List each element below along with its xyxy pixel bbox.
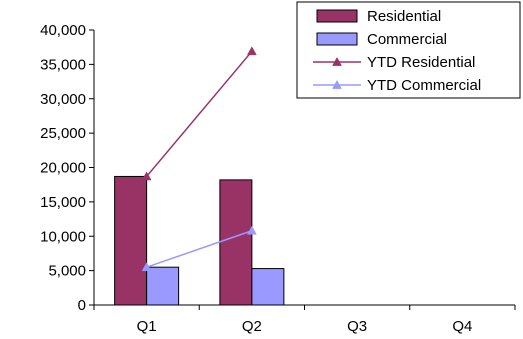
y-tick-label: 15,000 xyxy=(40,194,86,211)
line-ytd-residential xyxy=(146,50,253,177)
x-tick-label: Q3 xyxy=(347,318,367,335)
legend-label-ytd-commercial: YTD Commercial xyxy=(367,77,481,94)
legend-label-residential: Residential xyxy=(367,8,441,25)
y-tick-label: 40,000 xyxy=(40,22,86,39)
line-ytd-commercial xyxy=(146,230,253,268)
x-tick-label: Q4 xyxy=(452,318,472,335)
x-tick-label: Q2 xyxy=(242,318,262,335)
bar-commercial xyxy=(146,266,180,306)
legend-swatch-commercial xyxy=(316,32,358,46)
y-tick-label: 10,000 xyxy=(40,228,86,245)
legend-label-ytd-residential: YTD Residential xyxy=(367,54,475,71)
marker-ytd-commercial xyxy=(141,262,152,272)
y-tick-label: 20,000 xyxy=(40,160,86,177)
legend-marker-ytd-commercial xyxy=(332,79,342,89)
y-tick-label: 35,000 xyxy=(40,56,86,73)
y-tick-label: 0 xyxy=(78,297,86,314)
bar-residential xyxy=(114,175,148,306)
bar-commercial xyxy=(251,268,285,306)
bar-residential xyxy=(219,179,253,306)
y-tick-label: 5,000 xyxy=(48,263,86,280)
legend-swatch-residential xyxy=(316,9,358,23)
y-tick-label: 30,000 xyxy=(40,91,86,108)
marker-ytd-residential xyxy=(246,46,257,56)
marker-ytd-residential xyxy=(141,171,152,181)
marker-ytd-commercial xyxy=(246,225,257,235)
legend-label-commercial: Commercial xyxy=(367,31,447,48)
legend-marker-ytd-residential xyxy=(332,56,342,66)
x-tick-label: Q1 xyxy=(137,318,157,335)
y-tick-label: 25,000 xyxy=(40,125,86,142)
